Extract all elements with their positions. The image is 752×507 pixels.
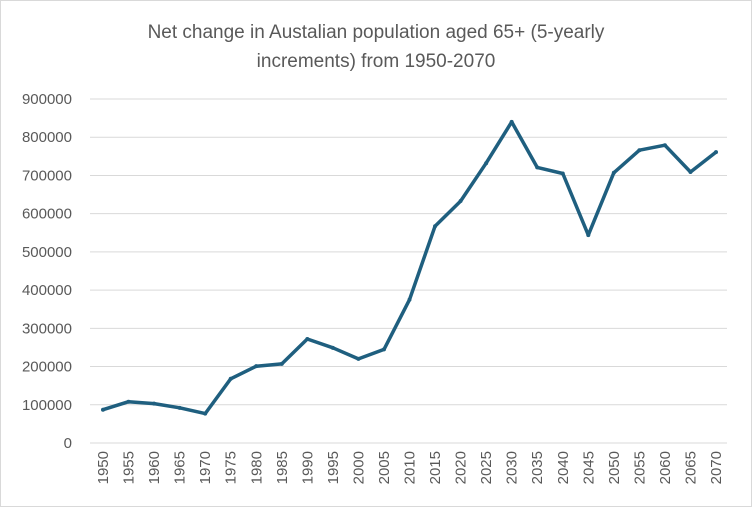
data-point: [509, 119, 514, 124]
x-tick-label: 1995: [325, 451, 342, 484]
x-tick-label: 2015: [427, 451, 444, 484]
x-tick-label: 2050: [606, 451, 623, 484]
data-point: [254, 364, 259, 369]
x-tick-label: 1980: [248, 451, 265, 484]
data-point: [305, 337, 310, 342]
data-point: [101, 407, 105, 412]
x-tick-label: 2025: [478, 451, 495, 484]
data-point: [662, 143, 667, 148]
data-point: [152, 401, 157, 406]
y-tick-label: 700000: [22, 167, 72, 184]
chart-title: Net change in Austalian population aged …: [0, 18, 752, 76]
x-tick-label: 2035: [529, 451, 546, 484]
x-tick-label: 2055: [631, 451, 648, 484]
y-tick-label: 600000: [22, 206, 72, 223]
data-point: [126, 399, 131, 404]
y-axis-tick-labels: 0 100000 200000 300000 400000 500000 600000 700…: [22, 91, 72, 452]
data-point: [484, 161, 489, 166]
x-tick-label: 2070: [708, 451, 725, 484]
y-tick-label: 400000: [22, 282, 72, 299]
x-tick-label: 1955: [121, 451, 138, 484]
x-tick-label: 1990: [299, 451, 316, 484]
data-point: [611, 170, 616, 175]
data-point: [714, 150, 718, 155]
data-point: [203, 411, 208, 416]
data-point: [458, 199, 463, 204]
data-point: [433, 224, 438, 229]
data-point: [560, 171, 565, 176]
series-layer: [101, 119, 718, 416]
y-tick-label: 300000: [22, 320, 72, 337]
y-tick-label: 500000: [22, 244, 72, 261]
chart-title-line-2: increments) from 1950-2070: [256, 51, 496, 72]
data-point: [407, 297, 412, 302]
x-tick-label: 1950: [95, 451, 112, 484]
x-tick-label: 1985: [274, 451, 291, 484]
x-tick-label: 2020: [453, 451, 470, 484]
data-point: [637, 148, 642, 153]
data-point: [177, 405, 182, 410]
data-point: [356, 356, 361, 361]
y-tick-label: 200000: [22, 359, 72, 376]
gridlines: [90, 98, 727, 444]
x-tick-label: 1970: [197, 451, 214, 484]
y-tick-label: 900000: [22, 91, 72, 108]
x-tick-label: 1960: [146, 451, 163, 484]
data-point: [330, 345, 335, 350]
x-tick-label: 1965: [172, 451, 189, 484]
y-tick-label: 100000: [22, 397, 72, 414]
data-point: [279, 361, 284, 366]
x-tick-label: 2010: [402, 451, 419, 484]
x-tick-label: 1975: [223, 451, 240, 484]
data-point: [228, 376, 233, 381]
x-tick-label: 2045: [580, 451, 597, 484]
x-tick-label: 2000: [350, 451, 367, 484]
x-tick-label: 2005: [376, 451, 393, 484]
x-tick-label: 2060: [657, 451, 674, 484]
y-tick-label: 0: [64, 435, 72, 452]
data-point: [535, 165, 540, 170]
data-point: [381, 347, 386, 352]
x-axis-tick-labels: 1950 1955 1960 1965 1970 1975 1980 1985 1990 1995…: [95, 451, 725, 484]
y-tick-label: 800000: [22, 129, 72, 146]
x-tick-label: 2030: [504, 451, 521, 484]
data-point: [688, 170, 693, 175]
x-tick-label: 2065: [682, 451, 699, 484]
x-tick-label: 2040: [555, 451, 572, 484]
data-point: [586, 233, 591, 238]
series-line: [101, 120, 718, 416]
chart-title-line-1: Net change in Austalian population aged …: [147, 22, 605, 43]
